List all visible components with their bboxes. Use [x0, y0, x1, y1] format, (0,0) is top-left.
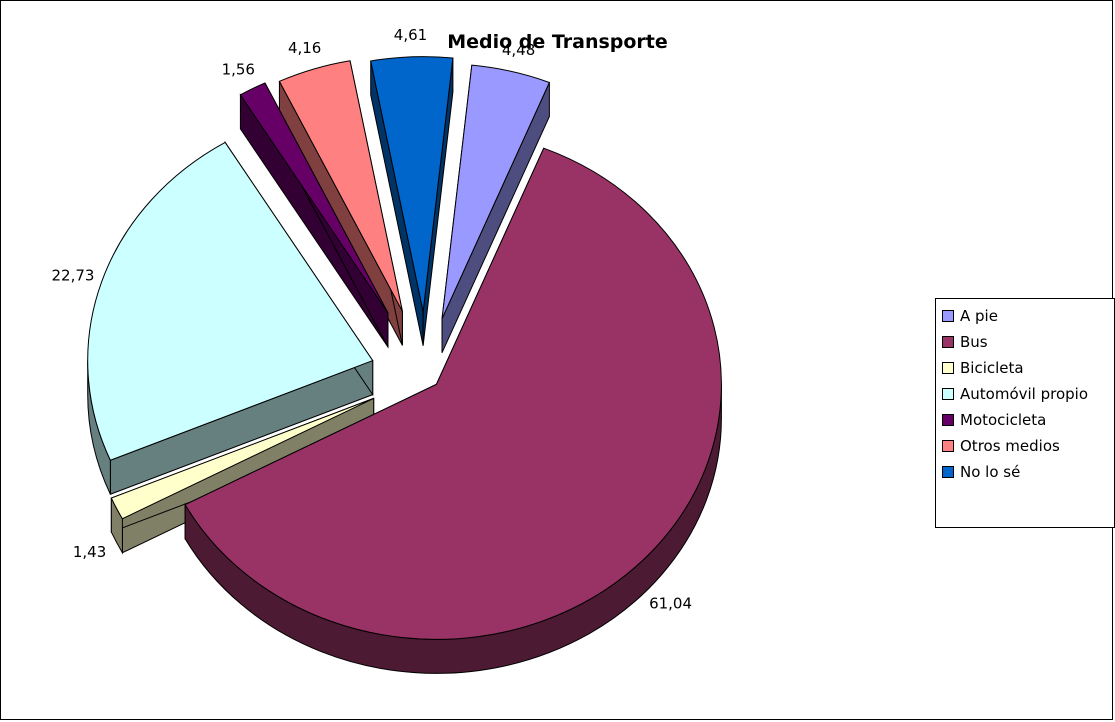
legend: A pie Bus Bicicleta Automóvil propio Motocic…: [935, 298, 1115, 528]
legend-swatch-motocicleta: [942, 414, 954, 426]
legend-item-autom-vil-propio: Automóvil propio: [936, 381, 1114, 407]
legend-swatch-otros-medios: [942, 440, 954, 452]
legend-label-motocicleta: Motocicleta: [960, 411, 1047, 429]
pie-slice-otros-medios: [278, 60, 403, 312]
legend-label-otros-medios: Otros medios: [960, 437, 1060, 455]
pie-labels: 4,48 61,04 1,43 22,73 1,56 4,16 4,61: [51, 26, 692, 613]
legend-label-no-lo-s-: No lo sé: [960, 463, 1021, 481]
legend-label-a-pie: A pie: [960, 307, 998, 325]
pie-tops: [87, 56, 722, 640]
pie-slice-a-pie: [441, 64, 551, 319]
pie-slice-bus: [184, 147, 722, 640]
data-label-bicicleta: 1,43: [73, 543, 106, 561]
legend-swatch-a-pie: [942, 310, 954, 322]
pie-slice-autom-vil-propio: [87, 141, 374, 461]
chart-title: Medio de Transporte: [447, 31, 668, 53]
data-label-motocicleta: 1,56: [222, 60, 255, 78]
data-label-bus: 61,04: [649, 595, 692, 613]
data-label-a-pie: 4,48: [502, 41, 535, 59]
data-label-otros-medios: 4,16: [288, 39, 321, 57]
legend-item-bicicleta: Bicicleta: [936, 355, 1114, 381]
legend-item-otros-medios: Otros medios: [936, 433, 1114, 459]
data-label-autom-vil-propio: 22,73: [51, 266, 94, 284]
legend-label-bicicleta: Bicicleta: [960, 359, 1024, 377]
legend-swatch-autom-vil-propio: [942, 388, 954, 400]
legend-label-autom-vil-propio: Automóvil propio: [960, 385, 1088, 403]
legend-item-no-lo-s-: No lo sé: [936, 459, 1114, 485]
legend-item-bus: Bus: [936, 329, 1114, 355]
pie-slice-no-lo-s-: [370, 56, 454, 312]
legend-item-motocicleta: Motocicleta: [936, 407, 1114, 433]
pie-slice-bicicleta: [110, 397, 374, 520]
data-label-no-lo-s-: 4,61: [394, 26, 427, 44]
legend-swatch-bicicleta: [942, 362, 954, 374]
legend-swatch-no-lo-s-: [942, 466, 954, 478]
legend-item-a-pie: A pie: [936, 303, 1114, 329]
legend-swatch-bus: [942, 336, 954, 348]
legend-label-bus: Bus: [960, 333, 988, 351]
pie-slice-motocicleta: [239, 82, 389, 314]
